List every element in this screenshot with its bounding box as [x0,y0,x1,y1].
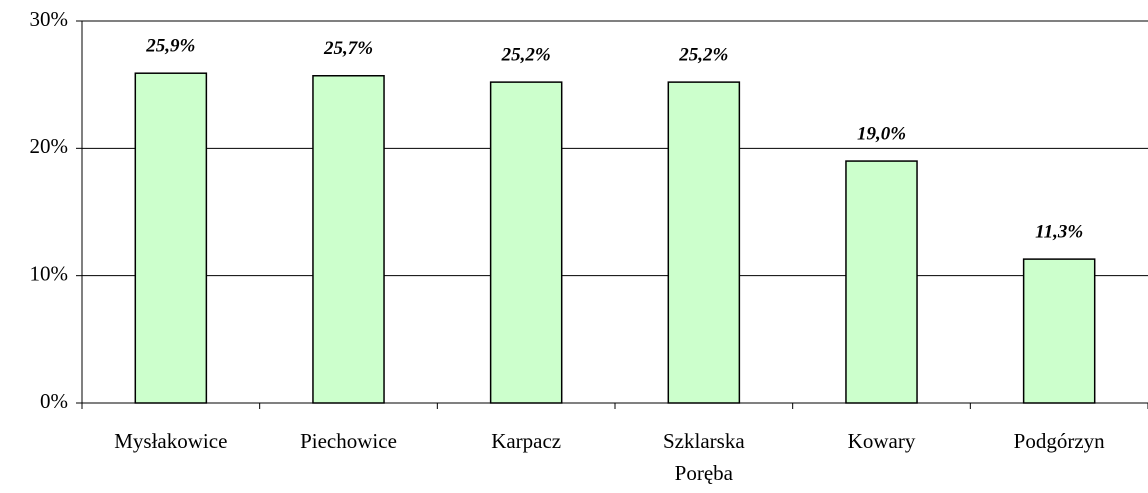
value-label: 19,0% [857,123,906,144]
value-label: 25,7% [323,38,373,59]
bar [312,75,385,404]
value-label: 11,3% [1035,221,1083,242]
y-tick-label: 0% [40,389,68,413]
x-tick-label: Piechowice [300,429,397,453]
y-tick-label: 20% [30,134,69,158]
x-tick-label: Szklarska Poręba [663,429,745,485]
y-tick-label: 30% [30,7,69,31]
x-tick-label: Mysłakowice [114,429,227,453]
x-tick-label: Podgórzyn [1014,429,1105,453]
x-tick-label: Karpacz [491,429,561,453]
bar [489,81,563,404]
bar [667,81,741,404]
bar [134,72,208,404]
bar [1022,258,1096,404]
value-label: 25,2% [678,44,728,65]
value-label: 25,9% [145,36,195,57]
y-tick-label: 10% [30,261,69,285]
value-label: 25,2% [501,44,551,65]
bar [845,160,918,404]
x-tick-label: Kowary [848,429,916,453]
